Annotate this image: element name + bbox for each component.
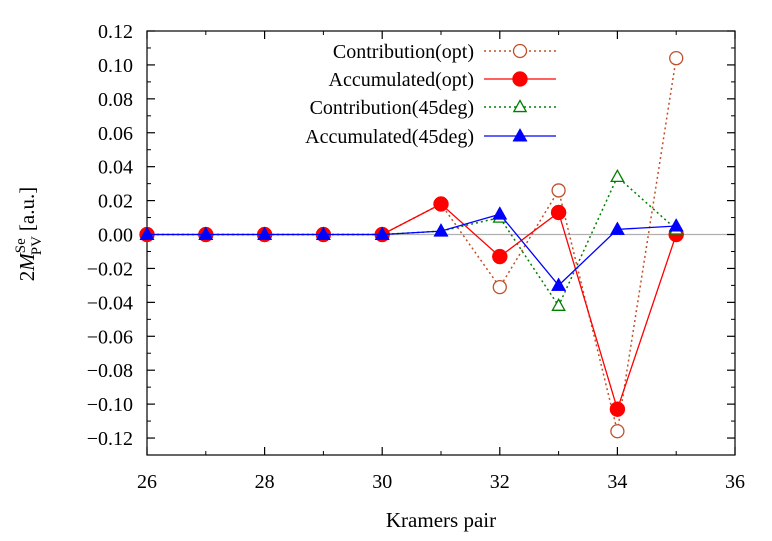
data-point [609, 221, 625, 235]
y-tick-label: −0.04 [87, 292, 133, 314]
series-3 [139, 206, 684, 291]
y-axis-title-subscript: PV [29, 236, 45, 255]
data-point [492, 248, 508, 265]
data-point [550, 204, 567, 221]
x-tick-label: 32 [490, 471, 510, 493]
x-axis-title: Kramers pair [386, 508, 496, 532]
y-tick-label: −0.06 [87, 326, 133, 348]
y-axis-title: 2MSePV [a.u.] [13, 187, 45, 282]
y-tick-label: 0.06 [98, 123, 133, 145]
plot-border [146, 30, 736, 456]
data-point [374, 226, 390, 241]
x-tick-label: 26 [137, 471, 157, 493]
data-point [669, 50, 684, 66]
y-tick-label: 0.00 [98, 225, 133, 247]
legend-label: Contribution(45deg) [310, 97, 474, 119]
x-tick-label: 36 [725, 471, 745, 493]
series-line [147, 213, 677, 287]
data-point [551, 277, 567, 291]
data-point [433, 223, 449, 237]
legend-marker [512, 99, 528, 113]
y-tick-label: −0.12 [87, 428, 133, 450]
data-point [139, 226, 155, 241]
y-axis-title-prefix: 2 [15, 271, 39, 282]
y-axis-title-unit: [a.u.] [15, 187, 39, 231]
y-tick-label: −0.02 [87, 258, 133, 280]
series-layer [139, 50, 684, 439]
data-point [492, 279, 507, 295]
y-tick-label: 0.08 [98, 89, 133, 111]
y-tick-label: 0.10 [98, 55, 133, 77]
axis-ticks: 26 28 30 32 34 36 0.12 0.10 0.08 0.06 0.04 0.02 0.00… [87, 21, 745, 493]
y-tick-label: 0.12 [98, 21, 133, 43]
y-axis-title-symbol: M [15, 252, 39, 272]
plot-frame [146, 30, 736, 456]
data-point [551, 183, 566, 198]
legend-marker [512, 71, 528, 87]
data-point [551, 297, 566, 311]
series-1 [139, 196, 684, 417]
data-point [257, 226, 273, 241]
data-point [433, 196, 449, 212]
y-tick-label: 0.04 [98, 157, 133, 179]
legend-label: Accumulated(45deg) [305, 126, 474, 148]
legend-label: Contribution(opt) [333, 41, 474, 63]
y-tick-label: 0.02 [98, 191, 133, 213]
legend-marker [512, 43, 528, 59]
y-tick-label: −0.08 [87, 360, 133, 382]
data-point [610, 169, 625, 183]
series-line [147, 175, 677, 308]
data-point [315, 226, 331, 241]
x-tick-label: 34 [607, 471, 627, 493]
data-point [609, 401, 626, 417]
y-tick-label: −0.10 [87, 394, 133, 416]
legend-marker [512, 127, 528, 142]
legend: Contribution(opt) Accumulated(opt) Contrib… [305, 41, 556, 148]
data-point [668, 218, 684, 232]
x-tick-label: 30 [372, 471, 392, 493]
data-point [492, 206, 508, 220]
legend-label: Accumulated(opt) [329, 69, 475, 91]
data-point [198, 226, 214, 241]
series-2 [139, 169, 684, 311]
x-tick-label: 28 [255, 471, 275, 493]
y-axis-title-superscript: Se [13, 238, 29, 253]
data-point [610, 424, 625, 439]
